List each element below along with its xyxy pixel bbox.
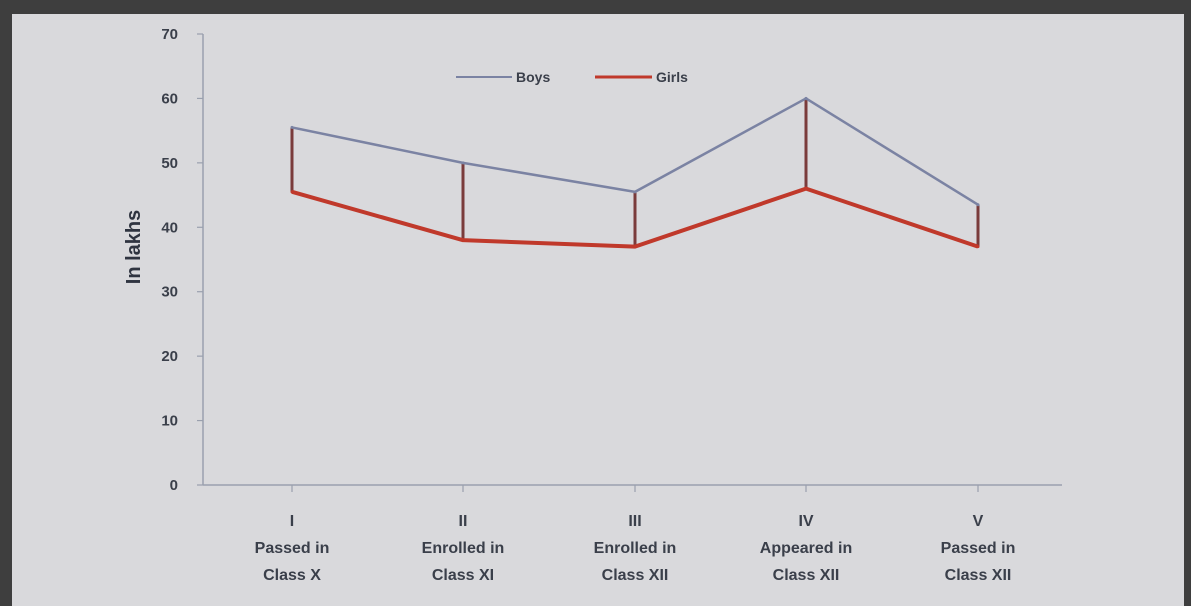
girls-point xyxy=(461,238,465,242)
y-tick-label: 40 xyxy=(161,219,178,236)
x-tick-label: Class XII xyxy=(602,567,669,584)
x-tick-label: Enrolled in xyxy=(422,540,505,557)
boys-point xyxy=(290,125,294,129)
x-tick-label: I xyxy=(290,513,294,530)
girls-point xyxy=(804,187,808,191)
chart-panel xyxy=(12,14,1184,606)
legend-label-girls: Girls xyxy=(656,69,688,85)
boys-point xyxy=(633,190,637,194)
girls-point xyxy=(290,190,294,194)
boys-point xyxy=(976,203,980,207)
x-tick-label: Passed in xyxy=(941,540,1016,557)
x-tick-label: Appeared in xyxy=(760,540,852,557)
y-tick-label: 50 xyxy=(161,155,178,172)
y-tick-label: 70 xyxy=(161,26,178,43)
y-tick-label: 0 xyxy=(170,477,178,494)
girls-point xyxy=(633,245,637,249)
x-tick-label: Class X xyxy=(263,567,321,584)
y-tick-label: 30 xyxy=(161,284,178,301)
x-tick-label: Class XII xyxy=(773,567,840,584)
y-tick-label: 60 xyxy=(161,90,178,107)
x-tick-label: III xyxy=(628,513,641,530)
boys-series-line xyxy=(291,97,979,206)
boys-point xyxy=(804,96,808,100)
y-tick-label: 20 xyxy=(161,348,178,365)
x-tick-label: Enrolled in xyxy=(594,540,677,557)
x-tick-label: V xyxy=(973,513,984,530)
x-tick-label: Class XII xyxy=(945,567,1012,584)
x-tick-label: Passed in xyxy=(255,540,330,557)
y-axis-label: In lakhs xyxy=(123,210,145,284)
girls-point xyxy=(976,245,980,249)
y-tick-label: 10 xyxy=(161,413,178,430)
x-tick-label: Class XI xyxy=(432,567,494,584)
x-tick-label: IV xyxy=(798,513,813,530)
boys-point xyxy=(461,161,465,165)
x-tick-label: II xyxy=(459,513,468,530)
legend-label-boys: Boys xyxy=(516,69,550,85)
